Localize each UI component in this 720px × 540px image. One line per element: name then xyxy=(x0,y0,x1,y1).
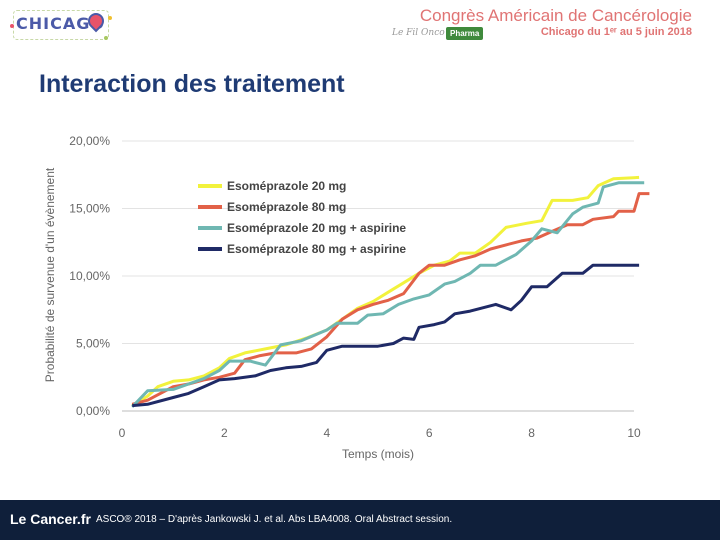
y-axis-label: Probabilité de survenue d'un évènement xyxy=(43,167,57,382)
line-chart: 0,00% 5,00% 10,00% 15,00% 20,00% 0 2 4 6 8 10 Esom… xyxy=(43,134,650,461)
y-tick-label: 10,00% xyxy=(69,269,110,283)
x-axis-label: Temps (mois) xyxy=(342,447,414,461)
legend-label: Esoméprazole 80 mg xyxy=(227,200,346,214)
series-line-1 xyxy=(131,175,640,407)
fil-onco-logo: Le Fil Onco xyxy=(392,28,445,38)
x-tick-label: 6 xyxy=(426,426,433,440)
lecancer-logo: Le Cancer.fr xyxy=(10,511,91,527)
slide-title: Interaction des traitement xyxy=(39,70,345,98)
chart-axes: 0,00% 5,00% 10,00% 15,00% 20,00% 0 2 4 6 8 10 xyxy=(69,134,641,440)
legend-label: Esoméprazole 80 mg + aspirine xyxy=(227,242,406,256)
footer: Le Cancer.fr ASCO® 2018 – D'après Jankow… xyxy=(0,500,720,540)
legend-label: Esoméprazole 20 mg xyxy=(227,179,346,193)
header: CHICAGO Congrès Américain de Cancérologi… xyxy=(0,0,720,48)
footer-citation: ASCO® 2018 – D'après Jankowski J. et al.… xyxy=(96,514,453,525)
logo-text: CHICAGO xyxy=(16,14,105,33)
y-tick-label: 20,00% xyxy=(69,134,110,148)
chart-legend: Esoméprazole 20 mg Esoméprazole 80 mg Esom… xyxy=(198,179,406,256)
series-line-2 xyxy=(131,192,650,406)
series-line-3 xyxy=(131,181,645,408)
chicago-logo: CHICAGO xyxy=(8,6,112,42)
congress-subtitle: Chicago du 1ᵉʳ au 5 juin 2018 xyxy=(540,26,692,38)
series-line-4 xyxy=(132,263,640,408)
legend-label: Esoméprazole 20 mg + aspirine xyxy=(227,221,406,235)
chart-series xyxy=(131,175,650,408)
confetti-icon xyxy=(104,36,108,40)
pharma-badge: Pharma xyxy=(446,27,484,40)
confetti-icon xyxy=(10,24,14,28)
congress-title: Congrès Américain de Cancérologie xyxy=(419,6,692,25)
x-tick-label: 8 xyxy=(528,426,535,440)
y-tick-label: 0,00% xyxy=(76,404,110,418)
x-tick-label: 10 xyxy=(627,426,641,440)
y-tick-label: 15,00% xyxy=(69,202,110,216)
confetti-icon xyxy=(108,16,112,20)
x-tick-label: 4 xyxy=(323,426,330,440)
x-tick-label: 0 xyxy=(119,426,126,440)
x-tick-label: 2 xyxy=(221,426,228,440)
y-tick-label: 5,00% xyxy=(76,337,110,351)
